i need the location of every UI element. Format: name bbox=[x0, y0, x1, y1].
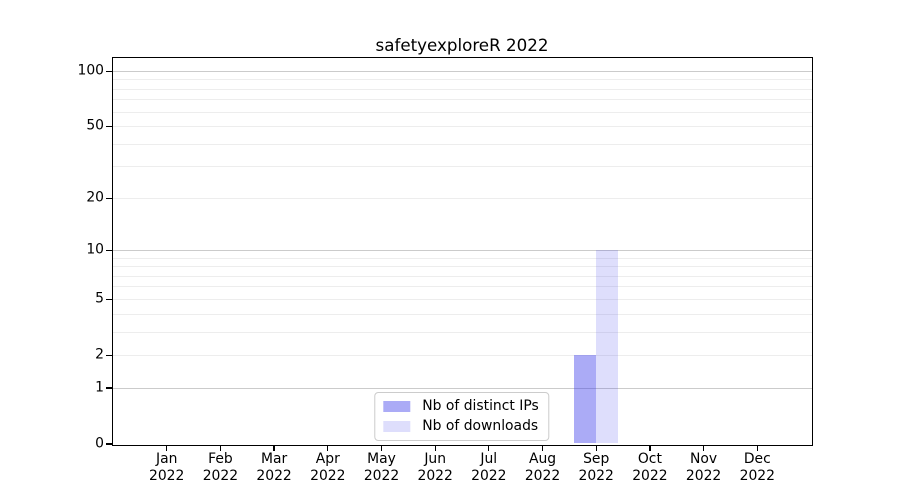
y-tick-label: 2 bbox=[95, 346, 104, 363]
x-tick bbox=[488, 445, 490, 451]
chart-title: safetyexploreR 2022 bbox=[375, 35, 549, 55]
x-tick-label: Oct 2022 bbox=[610, 451, 690, 484]
x-tick-year: 2022 bbox=[363, 467, 400, 484]
gridline-minor bbox=[112, 143, 812, 145]
x-tick-label: Sep 2022 bbox=[556, 451, 636, 484]
x-tick-year: 2022 bbox=[310, 467, 346, 484]
y-tick bbox=[106, 125, 112, 128]
x-tick bbox=[703, 445, 705, 451]
gridline-minor bbox=[112, 197, 812, 199]
x-tick-month: Mar bbox=[260, 451, 288, 467]
y-tick bbox=[106, 197, 112, 199]
gridline-minor bbox=[112, 275, 812, 277]
x-tick-month: Aug bbox=[528, 451, 557, 467]
x-tick bbox=[327, 445, 329, 451]
x-tick-label: Nov 2022 bbox=[664, 451, 744, 484]
gridline-minor bbox=[112, 88, 812, 90]
x-tick-year: 2022 bbox=[632, 467, 668, 484]
legend-entry-nb-of-downloads: Nb of downloads bbox=[383, 417, 539, 434]
x-tick bbox=[595, 445, 597, 451]
x-tick-month: Nov bbox=[690, 451, 718, 467]
legend-swatch-nb-of-distinct-ips bbox=[383, 400, 411, 412]
gridline-minor bbox=[112, 79, 812, 81]
y-tick-label: 50 bbox=[86, 117, 104, 134]
gridline-minor bbox=[112, 257, 812, 259]
x-tick-month: Jul bbox=[480, 451, 498, 467]
y-tick-label: 1 bbox=[95, 379, 104, 396]
plot-area: Nb of distinct IPs Nb of downloads bbox=[111, 56, 813, 446]
x-tick-label: Mar 2022 bbox=[234, 451, 314, 484]
x-tick-year: 2022 bbox=[256, 467, 292, 484]
legend-swatch-nb-of-downloads bbox=[383, 420, 411, 432]
x-tick bbox=[649, 445, 651, 451]
y-tick bbox=[106, 249, 112, 251]
gridline-major bbox=[112, 387, 812, 389]
x-tick-label: Aug 2022 bbox=[503, 451, 583, 484]
x-tick bbox=[166, 445, 168, 451]
x-tick bbox=[219, 445, 221, 451]
x-tick bbox=[273, 445, 275, 451]
x-tick-month: Apr bbox=[315, 451, 340, 467]
y-tick-label: 20 bbox=[86, 189, 104, 206]
x-tick-label: Feb 2022 bbox=[180, 451, 260, 484]
x-tick-label: Jan 2022 bbox=[127, 451, 207, 484]
y-tick bbox=[106, 298, 112, 300]
gridline-minor bbox=[112, 99, 812, 101]
x-tick-month: May bbox=[367, 451, 396, 467]
x-tick-year: 2022 bbox=[524, 467, 561, 484]
gridline-minor bbox=[112, 125, 812, 127]
x-tick-label: Jun 2022 bbox=[395, 451, 475, 484]
x-tick-month: Jun bbox=[424, 451, 447, 467]
legend-label: Nb of distinct IPs bbox=[422, 397, 539, 414]
bars-layer bbox=[113, 58, 812, 445]
gridline-minor bbox=[112, 166, 812, 168]
y-tick-label: 0 bbox=[95, 435, 104, 452]
gridline-major bbox=[112, 249, 812, 251]
x-tick-month: Oct bbox=[637, 451, 662, 467]
x-tick-year: 2022 bbox=[417, 467, 453, 484]
gridline-minor bbox=[112, 313, 812, 315]
y-tick bbox=[106, 443, 112, 445]
x-tick-label: Apr 2022 bbox=[288, 451, 368, 484]
gridline-minor bbox=[112, 111, 812, 113]
x-tick-label: May 2022 bbox=[342, 451, 422, 484]
x-tick-month: Jan bbox=[155, 451, 178, 467]
gridline-minor bbox=[112, 286, 812, 288]
y-tick bbox=[106, 387, 112, 389]
gridline-minor bbox=[112, 331, 812, 333]
gridlines-layer bbox=[112, 58, 812, 445]
legend-label: Nb of downloads bbox=[422, 417, 539, 434]
legend: Nb of distinct IPs Nb of downloads bbox=[374, 391, 550, 441]
x-tick-label: Jul 2022 bbox=[449, 451, 529, 484]
x-tick-year: 2022 bbox=[685, 467, 722, 484]
gridline-major bbox=[112, 70, 812, 72]
x-tick-label: Dec 2022 bbox=[717, 451, 797, 484]
y-tick-label: 10 bbox=[86, 241, 104, 258]
x-tick-year: 2022 bbox=[202, 467, 239, 484]
bar-nb-of-distinct-ips bbox=[573, 354, 596, 444]
y-tick bbox=[106, 70, 112, 72]
x-tick-year: 2022 bbox=[578, 467, 614, 484]
legend-entry-nb-of-distinct-ips: Nb of distinct IPs bbox=[383, 397, 539, 414]
x-tick bbox=[380, 445, 383, 451]
x-tick bbox=[541, 445, 544, 451]
gridline-minor bbox=[112, 354, 812, 356]
bar-nb-of-downloads bbox=[595, 249, 618, 444]
x-tick bbox=[434, 445, 436, 451]
x-tick-year: 2022 bbox=[739, 467, 775, 484]
x-tick-year: 2022 bbox=[471, 467, 507, 484]
gridline-minor bbox=[112, 266, 812, 267]
x-tick-month: Sep bbox=[583, 451, 610, 467]
y-tick bbox=[106, 354, 112, 356]
x-tick bbox=[756, 445, 758, 451]
gridline-minor bbox=[112, 298, 812, 300]
x-tick-month: Dec bbox=[743, 451, 771, 467]
y-tick-label: 5 bbox=[95, 290, 104, 307]
x-tick-month: Feb bbox=[208, 451, 233, 467]
y-tick-label: 100 bbox=[77, 62, 104, 79]
x-tick-year: 2022 bbox=[149, 467, 185, 484]
